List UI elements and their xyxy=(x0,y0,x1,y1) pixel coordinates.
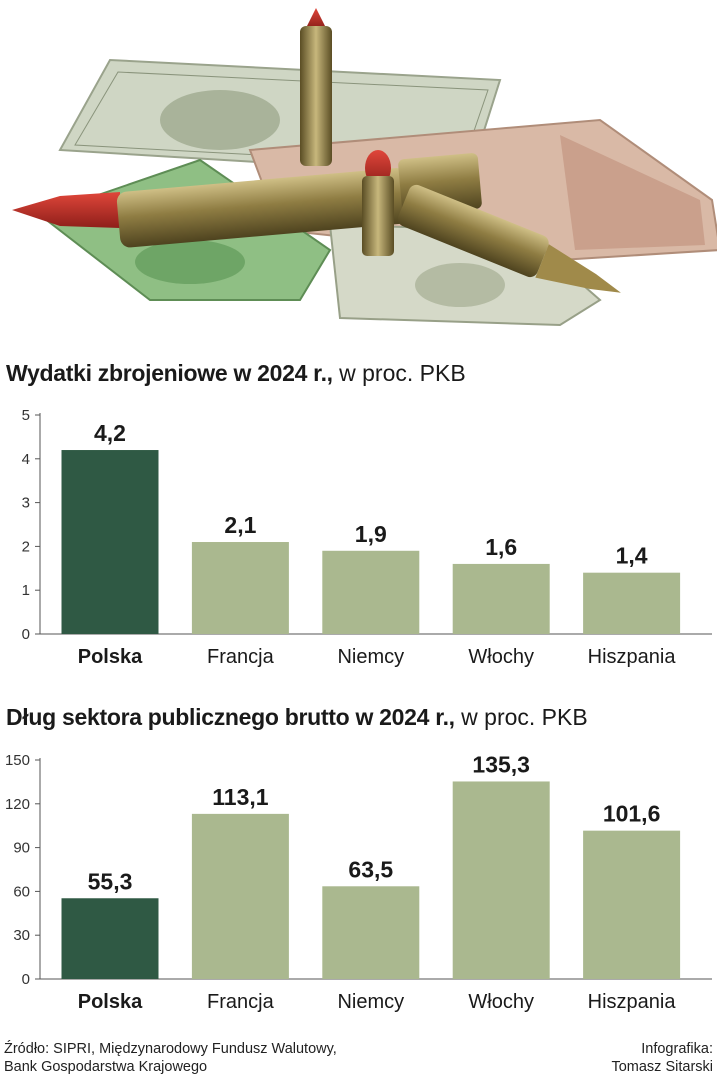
bar-niemcy xyxy=(322,550,420,634)
chart-2-title-main: Dług sektora publicznego brutto w 2024 r… xyxy=(6,704,455,730)
source-note: Źródło: SIPRI, Międzynarodowy Fundusz Wa… xyxy=(4,1040,337,1076)
y-tick-label: 60 xyxy=(13,883,30,900)
credit-line-2: Tomasz Sitarski xyxy=(611,1059,713,1075)
value-label: 2,1 xyxy=(224,512,256,538)
y-tick-label: 0 xyxy=(22,971,30,988)
category-label: Francja xyxy=(207,646,275,668)
value-label: 1,4 xyxy=(616,543,648,569)
category-label: Niemcy xyxy=(337,646,404,668)
chart-1-title-unit: w proc. PKB xyxy=(339,360,466,386)
y-tick-label: 90 xyxy=(13,840,30,857)
bar-francja xyxy=(191,813,289,979)
category-label: Włochy xyxy=(468,991,534,1013)
y-tick-label: 120 xyxy=(5,796,30,813)
category-label: Włochy xyxy=(468,646,534,668)
bar-hiszpania xyxy=(583,572,681,634)
category-label: Polska xyxy=(78,646,143,668)
bar-polska xyxy=(61,898,159,979)
chart-1-title: Wydatki zbrojeniowe w 2024 r., w proc. P… xyxy=(6,359,466,387)
value-label: 1,9 xyxy=(355,521,387,547)
y-tick-label: 150 xyxy=(5,752,30,769)
category-label: Niemcy xyxy=(337,991,404,1013)
bar-francja xyxy=(191,542,289,634)
value-label: 113,1 xyxy=(212,784,268,810)
source-line-1: Źródło: SIPRI, Międzynarodowy Fundusz Wa… xyxy=(4,1041,337,1057)
bar-polska xyxy=(61,450,159,634)
chart-1-title-main: Wydatki zbrojeniowe w 2024 r., xyxy=(6,360,333,386)
military-spending-chart: 0 1 2 3 4 5 4,2 Polska 2,1 Francja 1,9 Niemcy 1,6 Wło… xyxy=(22,407,712,668)
chart-2-title: Dług sektora publicznego brutto w 2024 r… xyxy=(6,703,588,731)
ammunition-banknotes-photo xyxy=(12,8,717,327)
y-tick-label: 2 xyxy=(22,538,30,555)
y-tick-label: 5 xyxy=(22,407,30,424)
value-label: 1,6 xyxy=(485,534,517,560)
category-label: Hiszpania xyxy=(588,991,677,1013)
bar-niemcy xyxy=(322,886,420,979)
public-debt-chart: 0 30 60 90 120 150 55,3 Polska 113,1 Francja 63,5 N… xyxy=(5,751,712,1013)
value-label: 4,2 xyxy=(94,420,126,446)
value-label: 101,6 xyxy=(603,801,661,827)
bar-włochy xyxy=(452,563,550,634)
credit-note: Infografika: Tomasz Sitarski xyxy=(611,1040,713,1076)
category-label: Francja xyxy=(207,991,275,1013)
value-label: 55,3 xyxy=(88,868,133,894)
category-label: Hiszpania xyxy=(588,646,677,668)
y-tick-label: 1 xyxy=(22,582,30,599)
value-label: 63,5 xyxy=(348,856,393,882)
chart-1-marks: 0 1 2 3 4 5 4,2 Polska 2,1 Francja 1,9 Niemcy 1,6 Wło… xyxy=(22,407,712,668)
y-tick-label: 0 xyxy=(22,626,30,643)
category-label: Polska xyxy=(78,991,143,1013)
y-tick-label: 3 xyxy=(22,495,30,512)
bar-hiszpania xyxy=(583,830,681,979)
y-tick-label: 4 xyxy=(22,451,30,468)
source-line-2: Bank Gospodarstwa Krajowego xyxy=(4,1059,208,1075)
chart-2-marks: 0 30 60 90 120 150 55,3 Polska 113,1 Francja 63,5 N… xyxy=(5,751,712,1013)
chart-2-title-unit: w proc. PKB xyxy=(461,704,588,730)
value-label: 135,3 xyxy=(472,751,530,777)
credit-line-1: Infografika: xyxy=(641,1041,713,1057)
bar-włochy xyxy=(452,781,550,979)
y-tick-label: 30 xyxy=(13,927,30,944)
